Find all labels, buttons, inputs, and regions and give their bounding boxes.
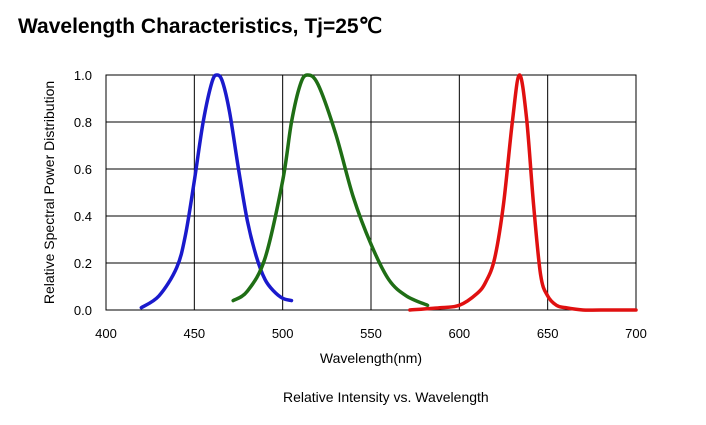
y-tick-label: 0.8 xyxy=(74,115,92,130)
series-line-2 xyxy=(231,73,430,308)
x-tick-label: 400 xyxy=(95,326,117,341)
x-tick-label: 500 xyxy=(272,326,294,341)
x-tick-label: 700 xyxy=(625,326,647,341)
series-line-1 xyxy=(139,73,294,310)
x-tick-label: 650 xyxy=(537,326,559,341)
series-line-3 xyxy=(408,73,638,312)
chart-caption: Relative Intensity vs. Wavelength xyxy=(283,389,489,405)
x-tick-label: 600 xyxy=(448,326,470,341)
x-axis-label: Wavelength(nm) xyxy=(320,350,422,366)
x-tick-label: 450 xyxy=(183,326,205,341)
y-tick-label: 0.0 xyxy=(74,303,92,318)
y-tick-label: 0.4 xyxy=(74,209,92,224)
y-tick-label: 0.6 xyxy=(74,162,92,177)
y-axis-label: Relative Spectral Power Distribution xyxy=(41,81,57,304)
plot-frame xyxy=(105,74,637,311)
x-tick-label: 550 xyxy=(360,326,382,341)
series-group xyxy=(139,73,638,312)
x-tick-labels: 400 450 500 550 600 650 700 xyxy=(95,326,647,341)
y-tick-label: 1.0 xyxy=(74,68,92,83)
y-tick-label: 0.2 xyxy=(74,256,92,271)
grid xyxy=(105,74,637,311)
chart-title: Wavelength Characteristics, Tj=25℃ xyxy=(18,15,383,38)
y-tick-labels: 0.0 0.2 0.4 0.6 0.8 1.0 xyxy=(74,68,92,318)
